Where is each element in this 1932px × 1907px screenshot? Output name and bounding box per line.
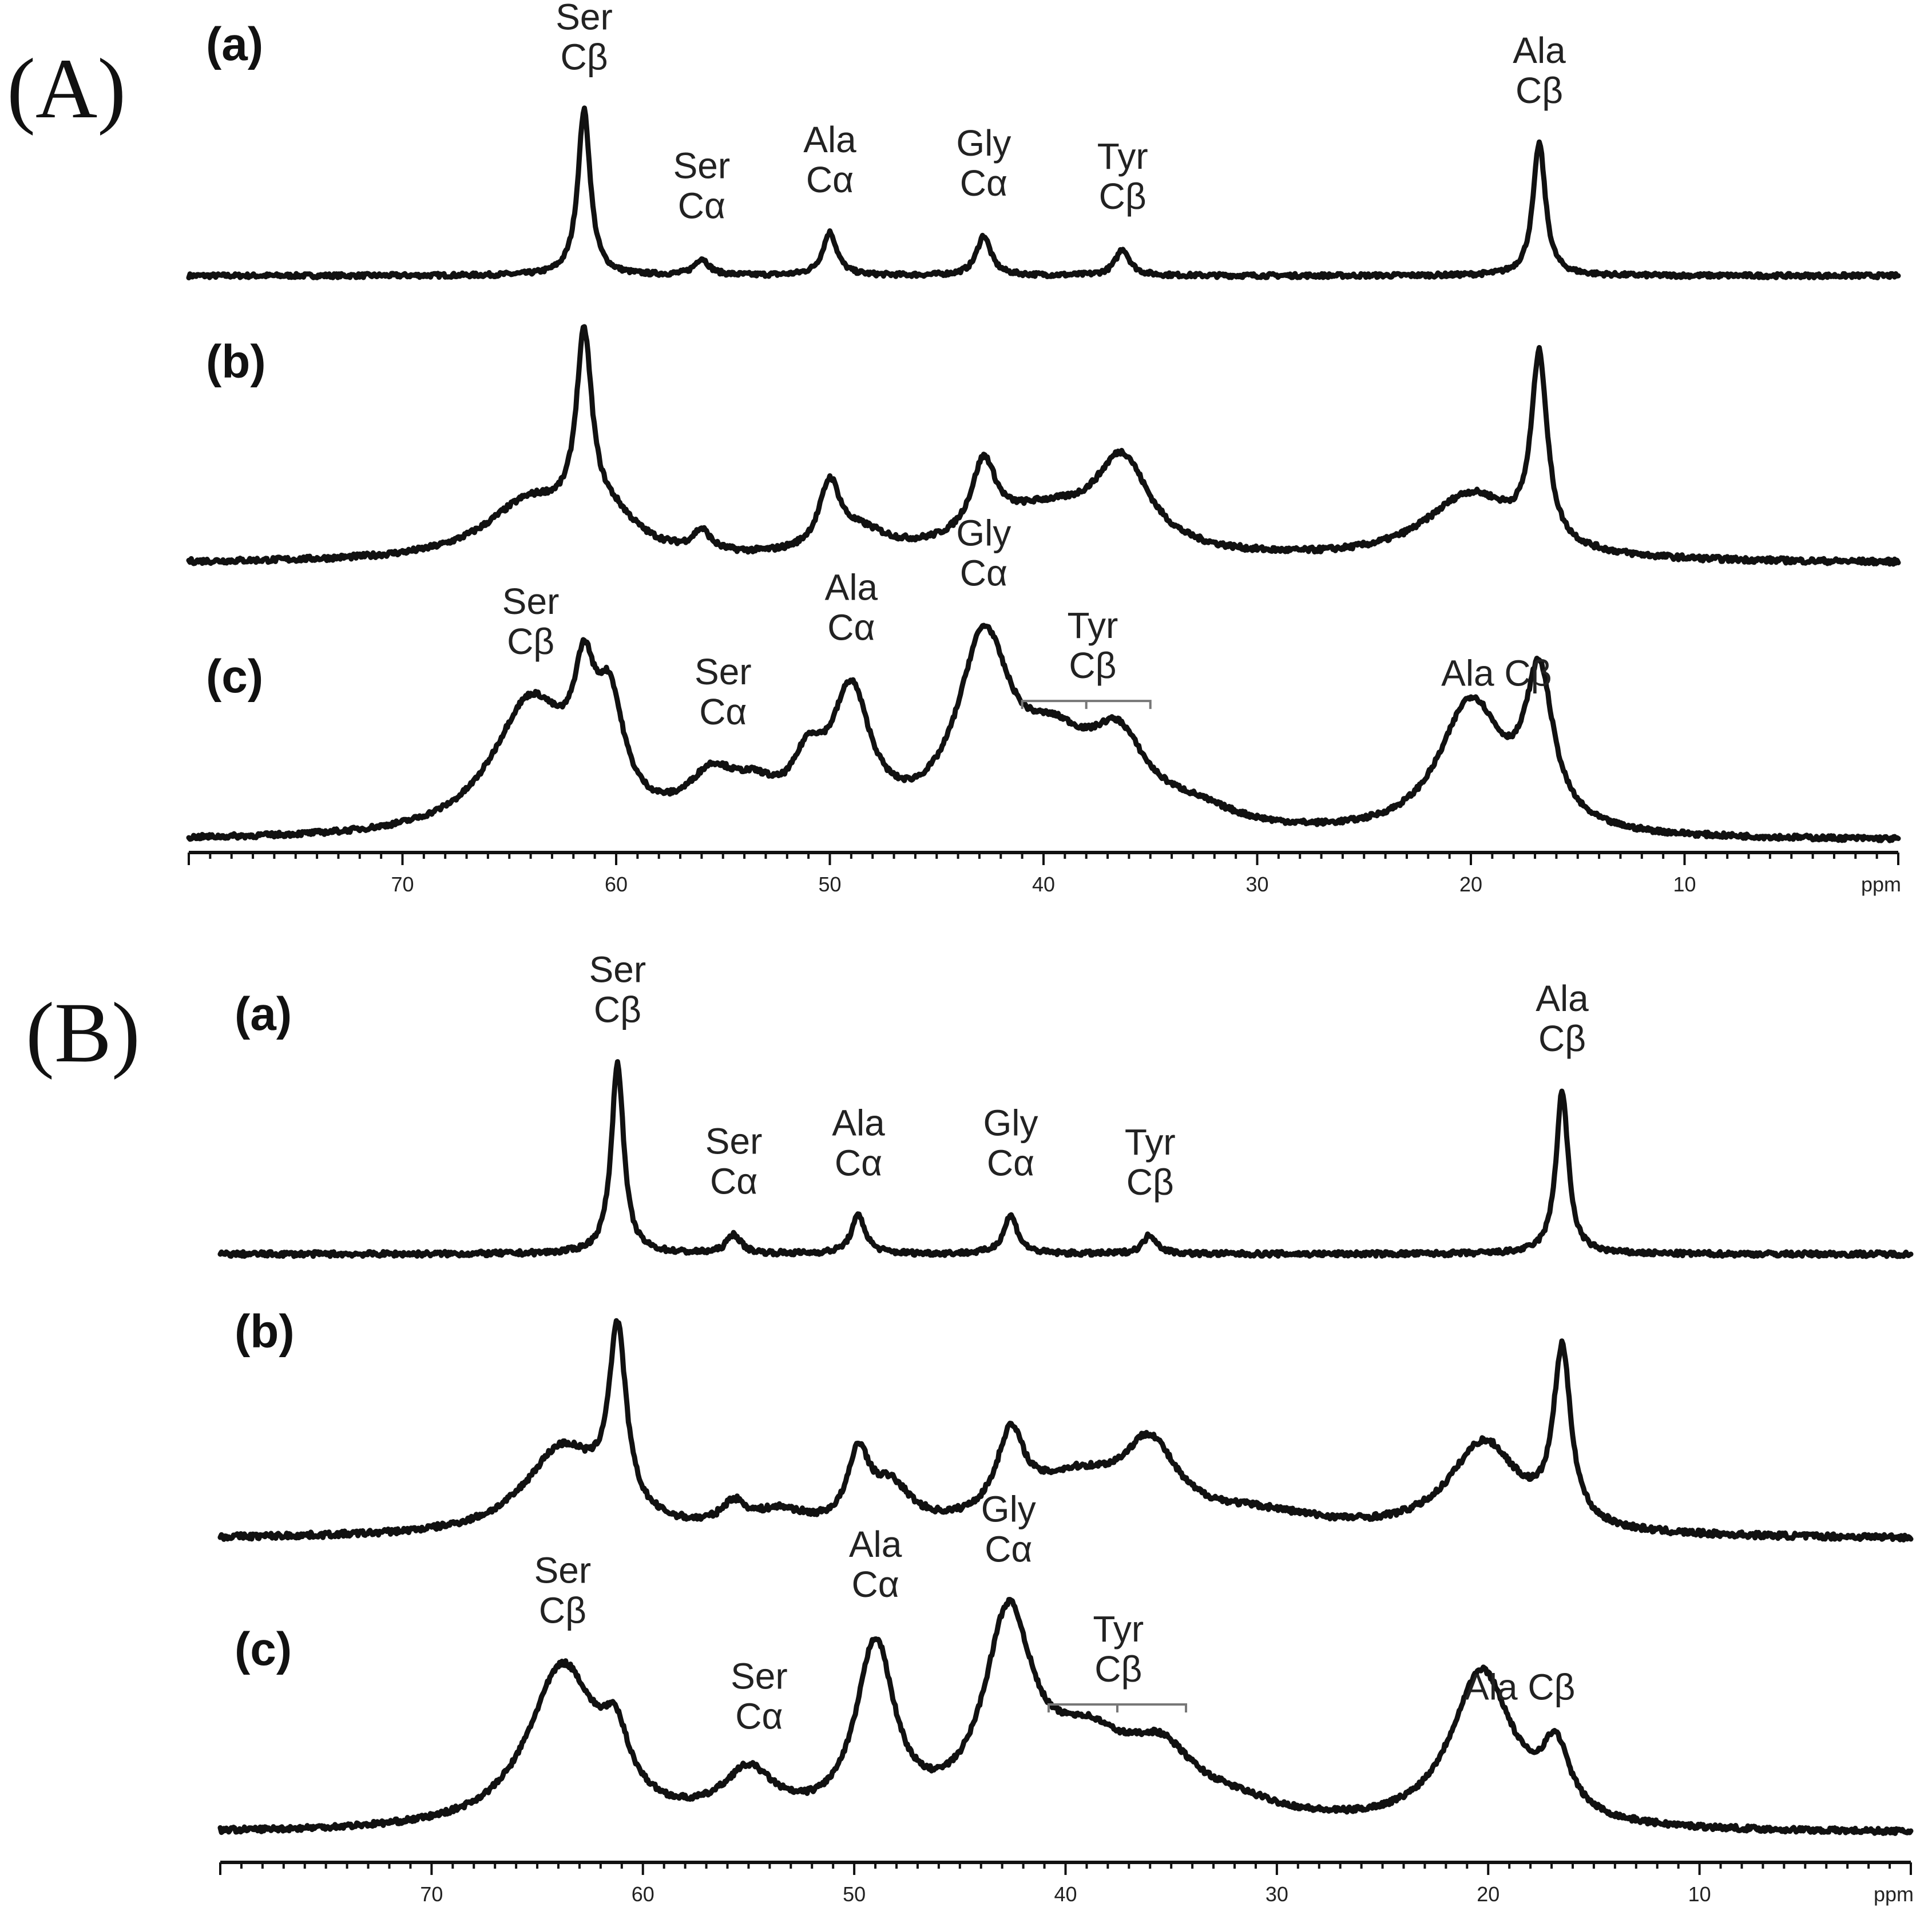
peak-label: Cβ (1126, 1161, 1174, 1203)
peak-label: Cβ (507, 621, 554, 662)
panel-b-trace-a-label: (a) (235, 988, 292, 1040)
peak-label: Cβ (1538, 1018, 1586, 1059)
panel-a-label: (A) (7, 41, 126, 136)
x-tick-label: 20 (1477, 1882, 1499, 1906)
x-tick-label: 30 (1245, 873, 1268, 896)
x-tick-label: 10 (1688, 1882, 1711, 1906)
peak-label: Ser (589, 949, 646, 990)
peak-label: Cα (987, 1143, 1034, 1184)
panel-b: (B) (a) (b) (c) SerCβSerCαAlaCαGlyCαTyrC… (26, 949, 1914, 1906)
peak-label: Ala (849, 1524, 902, 1565)
peak-label: Cα (985, 1528, 1032, 1569)
spectrum-trace-a-a (186, 105, 1901, 280)
peak-label: Ser (673, 145, 731, 186)
x-tick-label: 60 (605, 873, 628, 896)
x-unit-label: ppm (1874, 1882, 1914, 1906)
peak-label: Cβ (539, 1590, 586, 1631)
peak-label: Ser (695, 651, 752, 692)
peak-label: Ser (731, 1655, 788, 1696)
peak-label: Ser (556, 0, 613, 38)
peak-label: Cβ (1094, 1648, 1142, 1690)
peak-label: Cα (699, 691, 747, 732)
spectrum-trace-b-a (217, 1059, 1914, 1259)
panel-a: (A) (a) (b) (c) SerCβSerCαAlaCαGlyCαTyrC… (7, 0, 1901, 896)
x-tick-label: 30 (1265, 1882, 1288, 1906)
peak-label: Cβ (1516, 70, 1563, 111)
peak-label: Ser (705, 1121, 763, 1162)
peak-label: Ala (1536, 978, 1589, 1019)
peak-label: Cβ (560, 37, 608, 78)
spectrum-trace-b-c (217, 1597, 1914, 1836)
peak-label: Cβ (1099, 176, 1146, 217)
peak-label: Tyr (1097, 136, 1148, 177)
x-tick-label: 70 (420, 1882, 443, 1906)
x-tick-label: 20 (1459, 873, 1482, 896)
peak-label: Ala (1513, 30, 1566, 71)
spectrum-trace-b-b (217, 1318, 1914, 1543)
x-tick-label: 40 (1032, 873, 1055, 896)
peak-label: Ser (502, 581, 560, 622)
panel-a-trace-b-label: (b) (206, 336, 266, 388)
peak-label: Gly (956, 122, 1011, 164)
panel-b-label: (B) (26, 985, 140, 1080)
peak-label: Cα (960, 553, 1007, 594)
peak-label: Cα (678, 185, 725, 226)
x-tick-label: 10 (1673, 873, 1696, 896)
panel-a-x-axis: 70 60 50 40 30 20 10 ppm (188, 851, 1901, 896)
peak-label: Gly (956, 513, 1011, 554)
panel-a-traces (186, 105, 1901, 843)
panel-b-annotations: SerCβSerCαAlaCαGlyCαTyrCβAlaCβSerCβSerCα… (534, 949, 1589, 1737)
peak-label: Gly (981, 1488, 1036, 1529)
peak-bracket (1047, 1703, 1188, 1712)
peak-label: Gly (983, 1103, 1038, 1144)
spectrum-trace-a-c (186, 623, 1901, 843)
peak-label: Cβ (594, 989, 641, 1030)
x-tick-label: 40 (1054, 1882, 1077, 1906)
peak-label: Cα (960, 162, 1007, 204)
peak-label: Cα (806, 159, 854, 200)
panel-b-traces (217, 1059, 1914, 1836)
peak-label: Cα (710, 1161, 757, 1202)
x-tick-label: 50 (818, 873, 841, 896)
peak-label: Ala (803, 119, 856, 160)
peak-label: Ala Cβ (1441, 653, 1552, 694)
peak-label: Tyr (1093, 1608, 1144, 1650)
panel-a-trace-a-label: (a) (206, 18, 263, 70)
spectrum-trace-a-b (186, 324, 1901, 567)
panel-b-x-axis: 70 60 50 40 30 20 10 ppm (219, 1861, 1914, 1906)
x-tick-label: 50 (843, 1882, 866, 1906)
peak-label: Ala Cβ (1465, 1667, 1575, 1708)
peak-label: Tyr (1125, 1121, 1176, 1163)
peak-label: Ala (825, 567, 878, 608)
peak-label: Tyr (1067, 605, 1118, 646)
peak-label: Cβ (1069, 645, 1116, 686)
x-tick-label: 70 (391, 873, 414, 896)
peak-label: Cα (851, 1564, 899, 1605)
peak-label: Cα (735, 1695, 783, 1736)
peak-label: Ser (534, 1550, 592, 1591)
x-tick-label: 60 (632, 1882, 654, 1906)
peak-label: Cα (835, 1142, 882, 1183)
panel-a-annotations: SerCβSerCαAlaCαGlyCαTyrCβAlaCβSerCβSerCα… (502, 0, 1566, 732)
peak-label: Ala (832, 1102, 885, 1143)
x-unit-label: ppm (1861, 873, 1901, 896)
peak-label: Cα (827, 607, 875, 648)
panel-a-trace-c-label: (c) (206, 651, 263, 703)
panel-b-trace-b-label: (b) (235, 1306, 295, 1358)
peak-bracket (1021, 700, 1152, 709)
panel-b-trace-c-label: (c) (235, 1623, 292, 1675)
